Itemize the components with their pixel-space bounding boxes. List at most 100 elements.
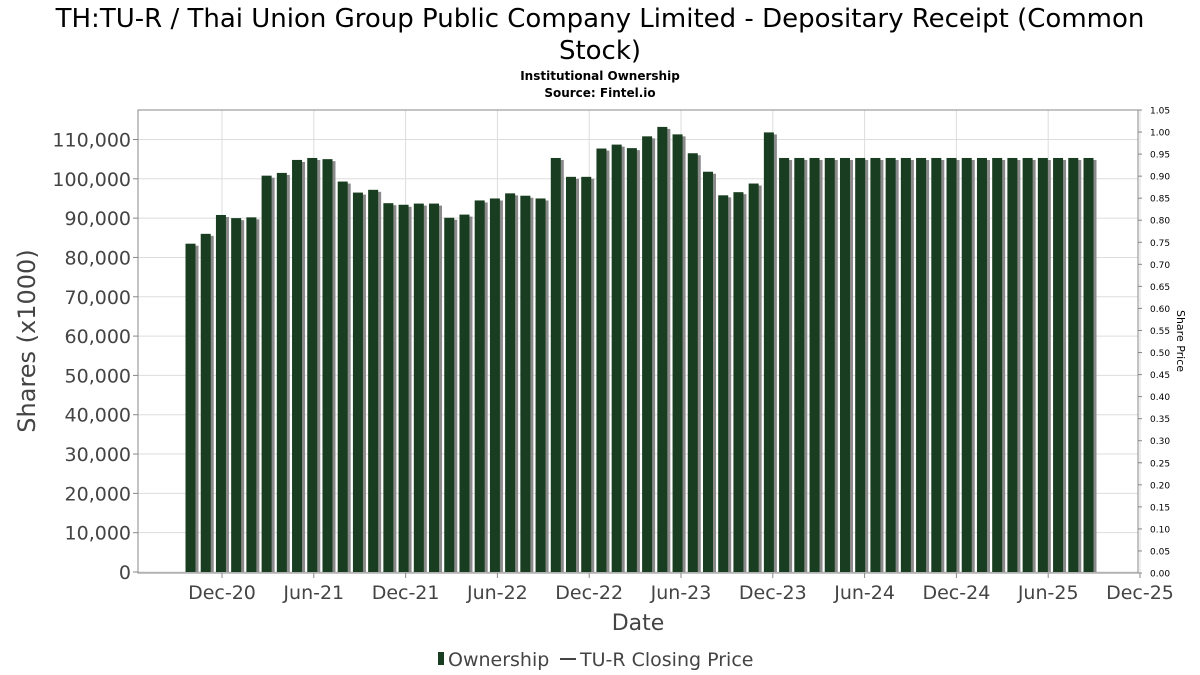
ownership-bar [231, 218, 242, 572]
x-tick-label: Dec-25 [1106, 582, 1174, 604]
x-tick-label: Dec-23 [739, 582, 807, 604]
ownership-bar [718, 195, 729, 572]
ownership-bar [992, 157, 1003, 572]
x-tick-label: Jun-25 [1017, 582, 1079, 604]
y-axis-ticks: 0 10,000 20,000 30,000 40,000 50,000 60,000 70,… [52, 129, 138, 584]
y2-axis-label: Share Price [1174, 310, 1187, 372]
ownership-bar [581, 176, 592, 572]
ownership-bar [1068, 157, 1079, 572]
ownership-bar [200, 233, 211, 572]
ownership-bar [672, 134, 683, 572]
ownership-bar [215, 214, 226, 573]
ownership-bar [322, 159, 333, 573]
ownership-bar [733, 192, 744, 573]
y2-tick-label: 1.05 [1150, 107, 1170, 117]
ownership-bar [976, 157, 987, 572]
legend-ownership-swatch [438, 652, 444, 665]
ownership-bar [1083, 157, 1094, 572]
ownership-bar [1037, 157, 1048, 572]
ownership-bar [748, 183, 759, 573]
plot-area-border [137, 109, 1139, 574]
ownership-bar [611, 144, 622, 573]
y2-tick-label: 0.70 [1150, 261, 1170, 271]
y-tick-label: 60,000 [65, 326, 131, 348]
y-axis-label: Shares (x1000) [13, 249, 41, 432]
y-tick-label: 40,000 [65, 405, 131, 427]
ownership-bar [398, 204, 409, 572]
ownership-bar [474, 200, 485, 573]
ownership-bar [870, 157, 881, 572]
y-tick-label: 90,000 [65, 208, 131, 230]
ownership-bar [246, 217, 257, 572]
ownership-bar [352, 192, 363, 573]
ownership-bar [185, 243, 196, 572]
ownership-bar [946, 157, 957, 572]
y2-tick-label: 0.60 [1150, 305, 1170, 315]
y2-tick-label: 0.50 [1150, 349, 1170, 359]
y-tick-label: 20,000 [65, 483, 131, 505]
ownership-bar [550, 157, 561, 572]
ownership-bar [931, 157, 942, 572]
y-tick-label: 50,000 [65, 365, 131, 387]
x-tick-label: Dec-20 [188, 582, 256, 604]
y-tick-label: 110,000 [52, 129, 131, 151]
ownership-bar [885, 157, 896, 572]
y2-tick-label: 0.85 [1150, 195, 1170, 205]
ownership-bar [1007, 157, 1018, 572]
ownership-bar [292, 159, 303, 573]
chart-title-line1: TH:TU-R / Thai Union Group Public Compan… [55, 4, 1145, 34]
ownership-bar [900, 157, 911, 572]
ownership-bar [626, 148, 637, 572]
bars [185, 126, 1097, 573]
x-tick-label: Jun-22 [466, 582, 528, 604]
y2-tick-label: 0.75 [1150, 239, 1170, 249]
ownership-bar [489, 198, 500, 572]
legend-price-label: TU-R Closing Price [579, 649, 753, 671]
chart-subtitle-line1: Institutional Ownership [520, 69, 680, 83]
y2-tick-label: 0.95 [1150, 151, 1170, 161]
x-tick-label: Dec-24 [922, 582, 990, 604]
y-tick-label: 70,000 [65, 287, 131, 309]
x-tick-label: Dec-22 [555, 582, 623, 604]
y2-tick-label: 0.40 [1150, 393, 1170, 403]
ownership-bar [535, 198, 546, 572]
ownership-bar [444, 217, 455, 572]
y2-tick-label: 0.00 [1150, 570, 1170, 580]
ownership-bar [505, 193, 516, 572]
ownership-bar [1022, 157, 1033, 572]
x-tick-label: Jun-24 [833, 582, 895, 604]
ownership-bar [566, 176, 577, 572]
ownership-bar [413, 203, 424, 572]
y-tick-label: 80,000 [65, 247, 131, 269]
legend-ownership-label: Ownership [448, 649, 549, 671]
chart-title-line2: Stock) [559, 36, 641, 66]
ownership-bar [383, 203, 394, 572]
x-axis-ticks: Dec-20 Jun-21 Dec-21 Jun-22 Dec-22 Jun-23 Dec-… [188, 573, 1174, 604]
ownership-bar [687, 153, 698, 572]
y2-tick-label: 0.15 [1150, 503, 1170, 513]
ownership-bar [839, 157, 850, 572]
ownership-bar [809, 157, 820, 572]
ownership-bar [459, 214, 470, 573]
y2-tick-label: 0.30 [1150, 437, 1170, 447]
ownership-bar [261, 175, 272, 573]
ownership-bar [961, 157, 972, 572]
ownership-bar [702, 171, 713, 572]
ownership-bar [429, 203, 440, 572]
ownership-bar [307, 157, 318, 572]
ownership-bar [779, 157, 790, 572]
ownership-bar [657, 126, 668, 573]
x-tick-label: Jun-21 [282, 582, 344, 604]
y-tick-label: 0 [119, 562, 131, 584]
y2-tick-label: 0.45 [1150, 371, 1170, 381]
y2-tick-label: 0.80 [1150, 217, 1170, 227]
y2-tick-label: 0.55 [1150, 327, 1170, 337]
y2-tick-label: 0.05 [1150, 547, 1170, 557]
ownership-bar [916, 157, 927, 572]
y-tick-label: 10,000 [65, 523, 131, 545]
legend: Ownership TU-R Closing Price [438, 649, 753, 671]
y2-tick-label: 0.90 [1150, 173, 1170, 183]
ownership-bar [368, 189, 379, 572]
ownership-bar [824, 157, 835, 572]
